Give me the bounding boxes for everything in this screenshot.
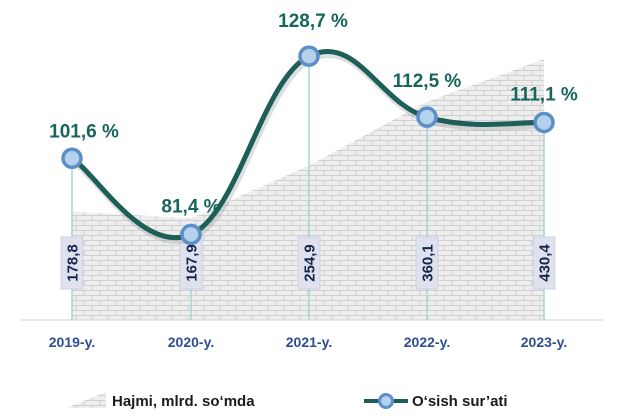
growth-marker-2019-y. bbox=[61, 147, 83, 170]
x-axis-labels: 2019-y. 2020-y. 2021-y. 2022-y. 2023-y. bbox=[49, 334, 567, 350]
x-label-2023-y.: 2023-y. bbox=[521, 334, 567, 350]
growth-marker-2023-y. bbox=[533, 111, 555, 134]
legend-area-swatch bbox=[66, 392, 106, 408]
volume-labels: 178,8 167,9 254,9 360,1 430,4 bbox=[60, 236, 556, 290]
volume-label-text: 254,9 bbox=[302, 244, 319, 282]
growth-marker-2021-y. bbox=[298, 45, 320, 67]
growth-label-2023-y.: 111,1 % bbox=[510, 84, 578, 105]
x-label-2019-y.: 2019-y. bbox=[49, 334, 95, 350]
x-label-2022-y.: 2022-y. bbox=[404, 334, 450, 350]
volume-label-text: 167,9 bbox=[184, 244, 201, 282]
growth-line bbox=[69, 48, 547, 240]
volume-label-text: 430,4 bbox=[537, 244, 554, 282]
volume-label-text: 360,1 bbox=[420, 244, 437, 282]
volume-label-2020-y.: 167,9 bbox=[179, 236, 203, 290]
volume-label-2023-y.: 430,4 bbox=[532, 236, 556, 290]
volume-label-box bbox=[415, 236, 439, 290]
growth-label-2020-y.: 81,4 % bbox=[161, 196, 220, 217]
volume-label-2021-y.: 254,9 bbox=[297, 236, 321, 290]
legend: Hajmi, mlrd. so‘mda O‘sish sur’ati bbox=[66, 392, 508, 410]
growth-marker-2020-y. bbox=[180, 223, 202, 246]
growth-label-2022-y.: 112,5 % bbox=[393, 71, 462, 92]
legend-area-label: Hajmi, mlrd. so‘mda bbox=[112, 393, 255, 410]
growth-label-2019-y.: 101,6 % bbox=[49, 121, 119, 142]
x-label-2021-y.: 2021-y. bbox=[286, 334, 332, 350]
x-label-2020-y.: 2020-y. bbox=[168, 334, 214, 350]
volume-label-2022-y.: 360,1 bbox=[415, 236, 439, 290]
volume-label-box bbox=[297, 236, 321, 290]
volume-label-text: 178,8 bbox=[65, 244, 82, 282]
growth-markers bbox=[61, 45, 555, 246]
growth-marker-2022-y. bbox=[416, 106, 438, 128]
volume-label-box bbox=[532, 236, 556, 290]
legend-line-marker bbox=[378, 393, 394, 409]
volume-label-box bbox=[60, 236, 84, 290]
legend-line-label: O‘sish sur’ati bbox=[412, 393, 508, 410]
volume-label-2019-y.: 178,8 bbox=[60, 236, 84, 290]
growth-label-2021-y.: 128,7 % bbox=[278, 11, 348, 32]
growth-labels: 101,6 % 81,4 % 128,7 % 112,5 % 111,1 % bbox=[49, 11, 578, 217]
